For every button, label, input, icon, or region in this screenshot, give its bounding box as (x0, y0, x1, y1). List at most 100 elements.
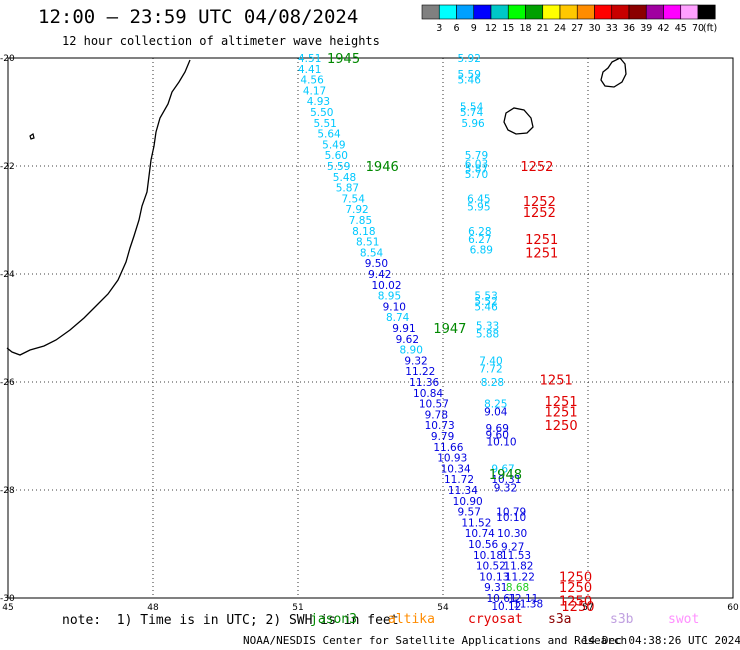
color-scale-label: 33 (606, 23, 618, 34)
wave-height-label: 11.36 (409, 377, 439, 389)
wave-height-label: 6.27 (468, 234, 491, 246)
wave-height-label: 11.34 (448, 485, 478, 497)
color-swatch (697, 4, 716, 20)
wave-height-label: 9.78 (425, 409, 448, 421)
coastlines (6, 57, 627, 356)
lat-tick-label: -24 (0, 270, 15, 280)
wave-height-label: 9.60 (486, 429, 509, 441)
wave-height-label: 8.25 (484, 399, 507, 411)
wave-height-label: 5.96 (461, 118, 485, 130)
wave-height-label: 11.82 (503, 561, 533, 573)
wave-height-label: 7.85 (349, 215, 372, 227)
color-scale-label: 39 (640, 23, 652, 34)
wave-height-label: 10.02 (371, 280, 401, 292)
wave-height-label: 5.92 (458, 53, 481, 65)
color-scale-label: 3 (436, 23, 442, 34)
lon-tick-label: 48 (147, 603, 159, 613)
wave-height-label: 8.28 (481, 377, 504, 389)
wave-height-label: 5.64 (317, 129, 341, 141)
wave-height-label: 8.54 (360, 247, 384, 259)
wave-height-label: 9.42 (368, 269, 391, 281)
wave-height-label: 5.74 (460, 107, 484, 119)
color-scale-label: 70 (692, 23, 704, 34)
color-scale-label: 6 (453, 23, 459, 34)
madagascar-coastline (6, 59, 191, 356)
wave-height-label: 9.32 (404, 355, 427, 367)
wave-height-label: 11.52 (461, 517, 491, 529)
wave-height-label: 4.41 (298, 64, 321, 76)
lat-tick-label: -30 (0, 594, 15, 604)
pass-time-label: 1946 (366, 160, 399, 175)
wave-height-label: 10.30 (497, 528, 527, 540)
wave-height-label: 12.11 (508, 593, 538, 605)
pass-time-label: 1251 (525, 233, 558, 248)
wave-height-label: 9.79 (431, 431, 454, 443)
wave-height-label: 9.32 (494, 482, 517, 494)
wave-height-label: 5.60 (325, 150, 348, 162)
color-scale-label: 42 (657, 23, 669, 34)
wave-height-label: 11.22 (505, 571, 535, 583)
wave-height-label: 5.51 (313, 118, 336, 130)
wave-height-label: 5.87 (465, 164, 488, 176)
wave-height-label: 6.89 (470, 245, 493, 257)
wave-height-label: 5.70 (465, 169, 488, 181)
pass-time-label: 1250 (559, 595, 592, 610)
pass-time-label: 1250 (559, 570, 592, 585)
lon-tick-label: 51 (292, 603, 303, 613)
pass-time-label: 1252 (520, 160, 553, 175)
wave-height-label: 10.57 (419, 399, 449, 411)
pass-time-label: 1945 (327, 52, 360, 67)
map-title: 12:00 — 23:59 UTC 04/08/2024 (38, 6, 359, 28)
wave-height-label: 9.67 (491, 463, 514, 475)
satellite-s3a: s3a (548, 612, 572, 627)
wave-height-label: 10.56 (468, 539, 498, 551)
wave-height-label: 7.92 (345, 204, 368, 216)
pass-time-label: 1250 (545, 419, 578, 434)
wave-height-label: 10.12 (491, 601, 521, 613)
color-scale-unit: (ft) (703, 23, 717, 34)
color-scale-legend: 3 6 9 12 15 18 21 24 27 30 33 36 39 42 45 70(ft) (421, 4, 717, 34)
wave-height-label: 10.90 (453, 496, 483, 508)
wave-height-label: 6.28 (468, 226, 491, 238)
wave-height-label: 7.54 (342, 193, 366, 205)
pass-time-label: 1251 (525, 246, 558, 261)
wave-height-label: 5.79 (465, 150, 488, 162)
wave-height-label: 5.50 (310, 107, 333, 119)
wave-height-label: 10.31 (491, 474, 521, 486)
wave-height-label: 9.31 (484, 582, 507, 594)
wave-height-label: 5.48 (333, 172, 356, 184)
color-scale-label: 45 (675, 23, 687, 34)
wave-height-label: 10.13 (479, 571, 509, 583)
lon-tick-label: 45 (2, 603, 13, 613)
pass-time-label: 1251 (545, 406, 578, 421)
wave-height-label: 10.61 (487, 593, 517, 605)
wave-height-label: 8.74 (386, 312, 410, 324)
wave-height-label: 10.84 (413, 388, 443, 400)
wave-height-label: 10.10 (487, 436, 517, 448)
color-scale-label: 36 (623, 23, 635, 34)
wave-height-label: 11.66 (433, 442, 463, 454)
wave-height-label: 8.18 (352, 226, 375, 238)
color-scale-label: 9 (471, 23, 477, 34)
wave-height-label: 8.90 (400, 345, 423, 357)
wave-height-label: 9.27 (501, 542, 524, 554)
lon-tick-label: 57 (582, 603, 593, 613)
wave-height-label: 9.62 (396, 334, 419, 346)
pass-time-label: 1947 (433, 322, 466, 337)
wave-height-label: 11.38 (513, 598, 543, 610)
lat-tick-label: -20 (0, 54, 15, 64)
color-scale-label: 18 (519, 23, 531, 34)
color-scale-label: 15 (502, 23, 514, 34)
footer-credit: NOAA/NESDIS Center for Satellite Applica… (243, 634, 628, 647)
lon-tick-label: 54 (437, 603, 449, 613)
wave-height-label: 5.87 (336, 183, 359, 195)
wave-height-label: 11.53 (501, 550, 531, 562)
wave-height-label: 5.49 (322, 139, 345, 151)
wave-height-label: 5.46 (458, 75, 482, 87)
map-labels: 4.514.414.564.174.935.505.515.645.495.60… (298, 52, 595, 615)
small-islet (29, 133, 35, 140)
lat-lon-grid (7, 57, 734, 599)
wave-height-label: 9.91 (392, 323, 415, 335)
wave-height-label: 7.72 (479, 364, 502, 376)
color-scale-label: 21 (537, 23, 549, 34)
